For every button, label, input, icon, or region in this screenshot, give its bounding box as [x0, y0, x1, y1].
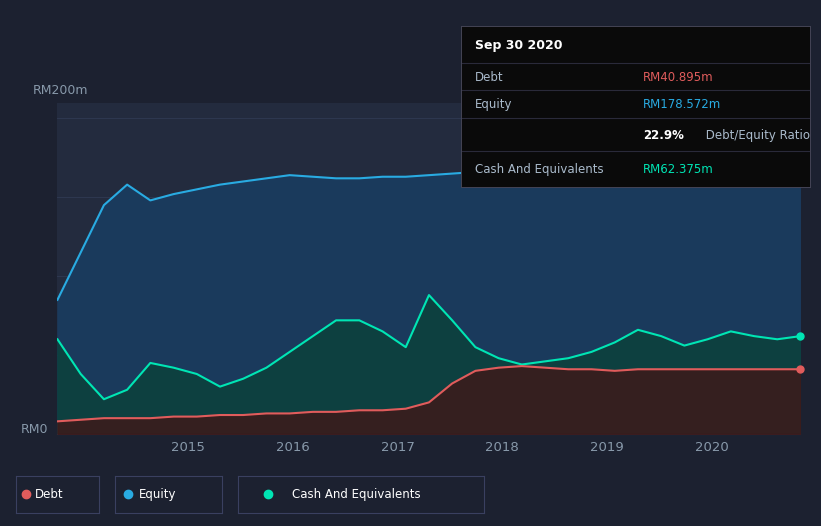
Text: Cash And Equivalents: Cash And Equivalents: [292, 488, 421, 501]
Text: RM200m: RM200m: [33, 84, 89, 97]
Text: RM0: RM0: [21, 423, 48, 437]
Text: Debt/Equity Ratio: Debt/Equity Ratio: [702, 129, 810, 142]
Text: RM178.572m: RM178.572m: [643, 98, 721, 112]
Text: Debt: Debt: [34, 488, 63, 501]
Text: 22.9%: 22.9%: [643, 129, 684, 142]
Text: Cash And Equivalents: Cash And Equivalents: [475, 163, 604, 176]
Text: Equity: Equity: [475, 98, 513, 112]
Text: RM40.895m: RM40.895m: [643, 71, 713, 84]
Text: RM62.375m: RM62.375m: [643, 163, 713, 176]
Text: Sep 30 2020: Sep 30 2020: [475, 39, 563, 52]
Text: Equity: Equity: [139, 488, 176, 501]
Text: Debt: Debt: [475, 71, 504, 84]
